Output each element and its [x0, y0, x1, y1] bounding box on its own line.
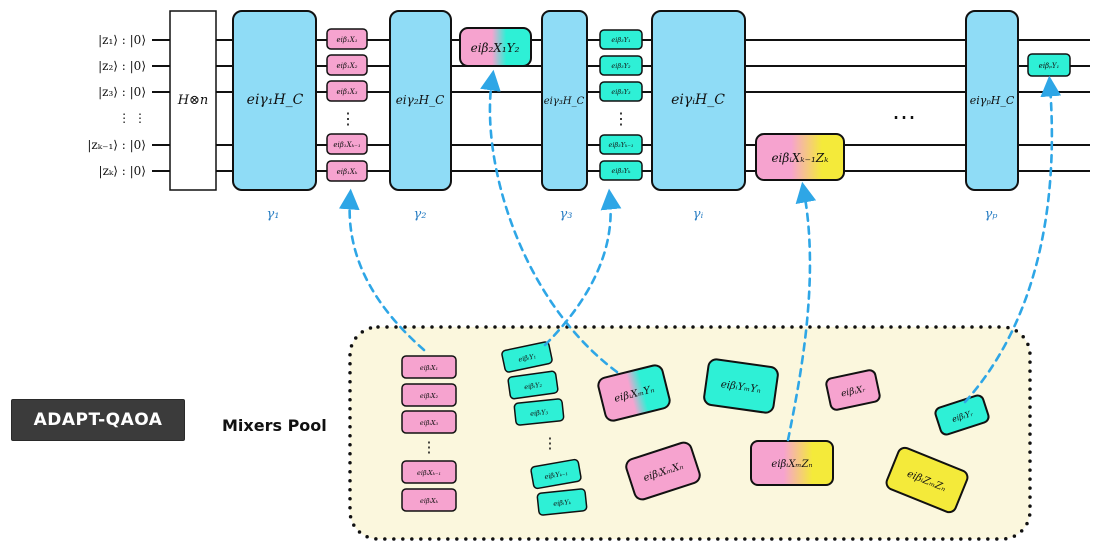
pool-zmzn-mixer: eiβᵢZₘZₙ — [885, 446, 969, 514]
pool-ymyn-mixer: eiβᵢYₘYₙ — [703, 358, 779, 414]
cost-gate-label-1: eiγ₁H_C — [247, 92, 304, 108]
circuit-x-mixer-k: eiβ₁Xₖ — [337, 168, 358, 176]
pool-xmzn-mixer-label: eiβᵢXₘZₙ — [771, 459, 812, 470]
cost-gate-label-2: eiγ₂H_C — [396, 93, 445, 107]
mixers-pool-label: Mixers Pool — [222, 416, 327, 435]
cost-layer-2: eiγ₂H_C — [389, 10, 452, 191]
circuit-x-mixer-stack: eiβ₁X₁ eiβ₁X₂ eiβ₁X₃ ⋮ eiβ₁Xₖ₋₁ eiβ₁Xₖ — [326, 28, 368, 182]
qubit-label-2: |z₂⟩ : |0⟩ — [98, 59, 146, 73]
pool-y-mixer-3: eiβᵢY₃ — [530, 408, 549, 418]
qubit-label-k: |zₖ⟩ : |0⟩ — [99, 164, 146, 178]
circuit-y-mixer-stack: eiβ₃Y₁ eiβ₃Y₂ eiβ₃Y₃ ⋮ eiβ₃Yₖ₋₁ eiβ₃Yₖ — [599, 29, 643, 181]
pool-xmzn-mixer: eiβᵢXₘZₙ — [750, 440, 834, 486]
pool-x-mixer-stack: eiβᵢX₁ eiβᵢX₂ eiβᵢX₃ ⋮ eiβᵢXₖ₋₁ eiβᵢXₖ — [401, 355, 457, 512]
circuit-y-mixer-3: eiβ₃Y₃ — [611, 88, 631, 96]
circuit-xz-mixer: eiβᵢXₖ₋₁Zₖ — [755, 133, 845, 181]
pool-x-mixer-dots: ⋮ — [422, 438, 437, 456]
hadamard-label: H⊗n — [177, 93, 209, 108]
pool-x-mixer-2: eiβᵢX₂ — [420, 392, 439, 400]
circuit-y-mixer-2: eiβ₃Y₂ — [611, 62, 631, 70]
pool-y-mixer-stack: eiβᵢY₁ eiβᵢY₂ eiβᵢY₃ ⋮ eiβᵢYₖ₋₁ eiβᵢYₖ — [501, 341, 588, 516]
circuit-y-mixer-1: eiβ₃Y₁ — [611, 36, 630, 44]
pool-xmyn-mixer: eiβᵢXₘYₙ — [597, 364, 671, 422]
angle-labels: γ₁ γ₂ γ₃ γᵢ γₚ — [267, 207, 998, 222]
cost-gate-label-p: eiγₚH_C — [970, 94, 1015, 107]
pool-y-mixer-dots: ⋮ — [543, 434, 558, 452]
circuit-y-mixer-dots: ⋮ — [613, 109, 629, 128]
qubit-labels: |z₁⟩ : |0⟩ |z₂⟩ : |0⟩ |z₃⟩ : |0⟩ ⋮ ⋮ |zₖ… — [87, 33, 146, 178]
circuit-x-mixer-2: eiβ₁X₂ — [336, 62, 357, 70]
adapt-qaoa-badge-label: ADAPT-QAOA — [33, 410, 163, 430]
angle-label-3: γ₃ — [560, 207, 573, 222]
pool-x-mixer-k: eiβᵢXₖ — [420, 497, 439, 505]
cost-layer-3: eiγ₃H_C — [541, 10, 588, 191]
pool-x-mixer-1: eiβᵢX₁ — [420, 364, 438, 372]
pool-x-mixer-k-minus-1: eiβᵢXₖ₋₁ — [417, 469, 441, 477]
circuit-xz-mixer-label: eiβᵢXₖ₋₁Zₖ — [771, 151, 829, 165]
cost-gate-label-3: eiγ₃H_C — [544, 96, 585, 107]
pool-xmxn-mixer: eiβᵢXₘXₙ — [625, 441, 701, 501]
circuit-x-mixer-dots: ⋮ — [340, 109, 356, 128]
cost-layer-1: eiγ₁H_C — [232, 10, 317, 191]
pool-xr-mixer: eiβᵢXᵣ — [825, 369, 881, 411]
selection-arrows — [338, 69, 1062, 442]
angle-label-i: γᵢ — [693, 207, 704, 222]
pool-yr-mixer: eiβᵢYᵣ — [934, 394, 990, 436]
angle-label-1: γ₁ — [267, 207, 280, 222]
qubit-label-3: |z₃⟩ : |0⟩ — [98, 85, 146, 99]
hadamard-gate: H⊗n — [169, 10, 217, 191]
pool-y-mixer-2: eiβᵢY₂ — [524, 381, 543, 391]
circuit-y-mixer-k-minus-1: eiβ₃Yₖ₋₁ — [609, 141, 634, 149]
circuit-x-mixer-k-minus-1: eiβ₁Xₖ₋₁ — [333, 141, 360, 149]
angle-label-2: γ₂ — [414, 207, 427, 222]
pool-y-mixer-1: eiβᵢY₁ — [518, 352, 537, 364]
angle-label-p: γₚ — [985, 207, 998, 222]
circuit-x-mixer-1: eiβ₁X₁ — [336, 36, 357, 44]
circuit-y1-mixer: eiβₚY₁ — [1027, 53, 1071, 77]
qubit-label-k-minus-1: |zₖ₋₁⟩ : |0⟩ — [87, 138, 146, 152]
circuit-xy-mixer: eiβ₂X₁Y₂ — [459, 27, 532, 67]
arrow-y-stack — [543, 188, 622, 347]
cost-gate-label-i: eiγᵢH_C — [671, 92, 725, 108]
circuit-y-mixer-k: eiβ₃Yₖ — [612, 167, 632, 175]
circuit-xy-mixer-label: eiβ₂X₁Y₂ — [471, 41, 520, 55]
qubit-label-dots: ⋮ ⋮ — [118, 111, 146, 125]
qubit-label-1: |z₁⟩ : |0⟩ — [98, 33, 146, 47]
adapt-qaoa-badge: ADAPT-QAOA — [11, 399, 185, 441]
pool-y-mixer-k-minus-1: eiβᵢYₖ₋₁ — [544, 469, 569, 481]
arrow-xz-mixer — [786, 181, 817, 442]
layers-ellipsis: ⋯ — [892, 103, 916, 131]
circuit-y1-mixer-label: eiβₚY₁ — [1039, 62, 1060, 70]
pool-y-mixer-k: eiβᵢYₖ — [553, 498, 572, 508]
cost-layer-p: eiγₚH_C — [965, 10, 1019, 191]
cost-layer-i: eiγᵢH_C — [651, 10, 746, 191]
arrow-y1-mixer — [963, 75, 1062, 404]
pool-x-mixer-3: eiβᵢX₃ — [420, 419, 439, 427]
arrow-x-stack — [338, 188, 426, 352]
circuit-x-mixer-3: eiβ₁X₃ — [336, 88, 357, 96]
